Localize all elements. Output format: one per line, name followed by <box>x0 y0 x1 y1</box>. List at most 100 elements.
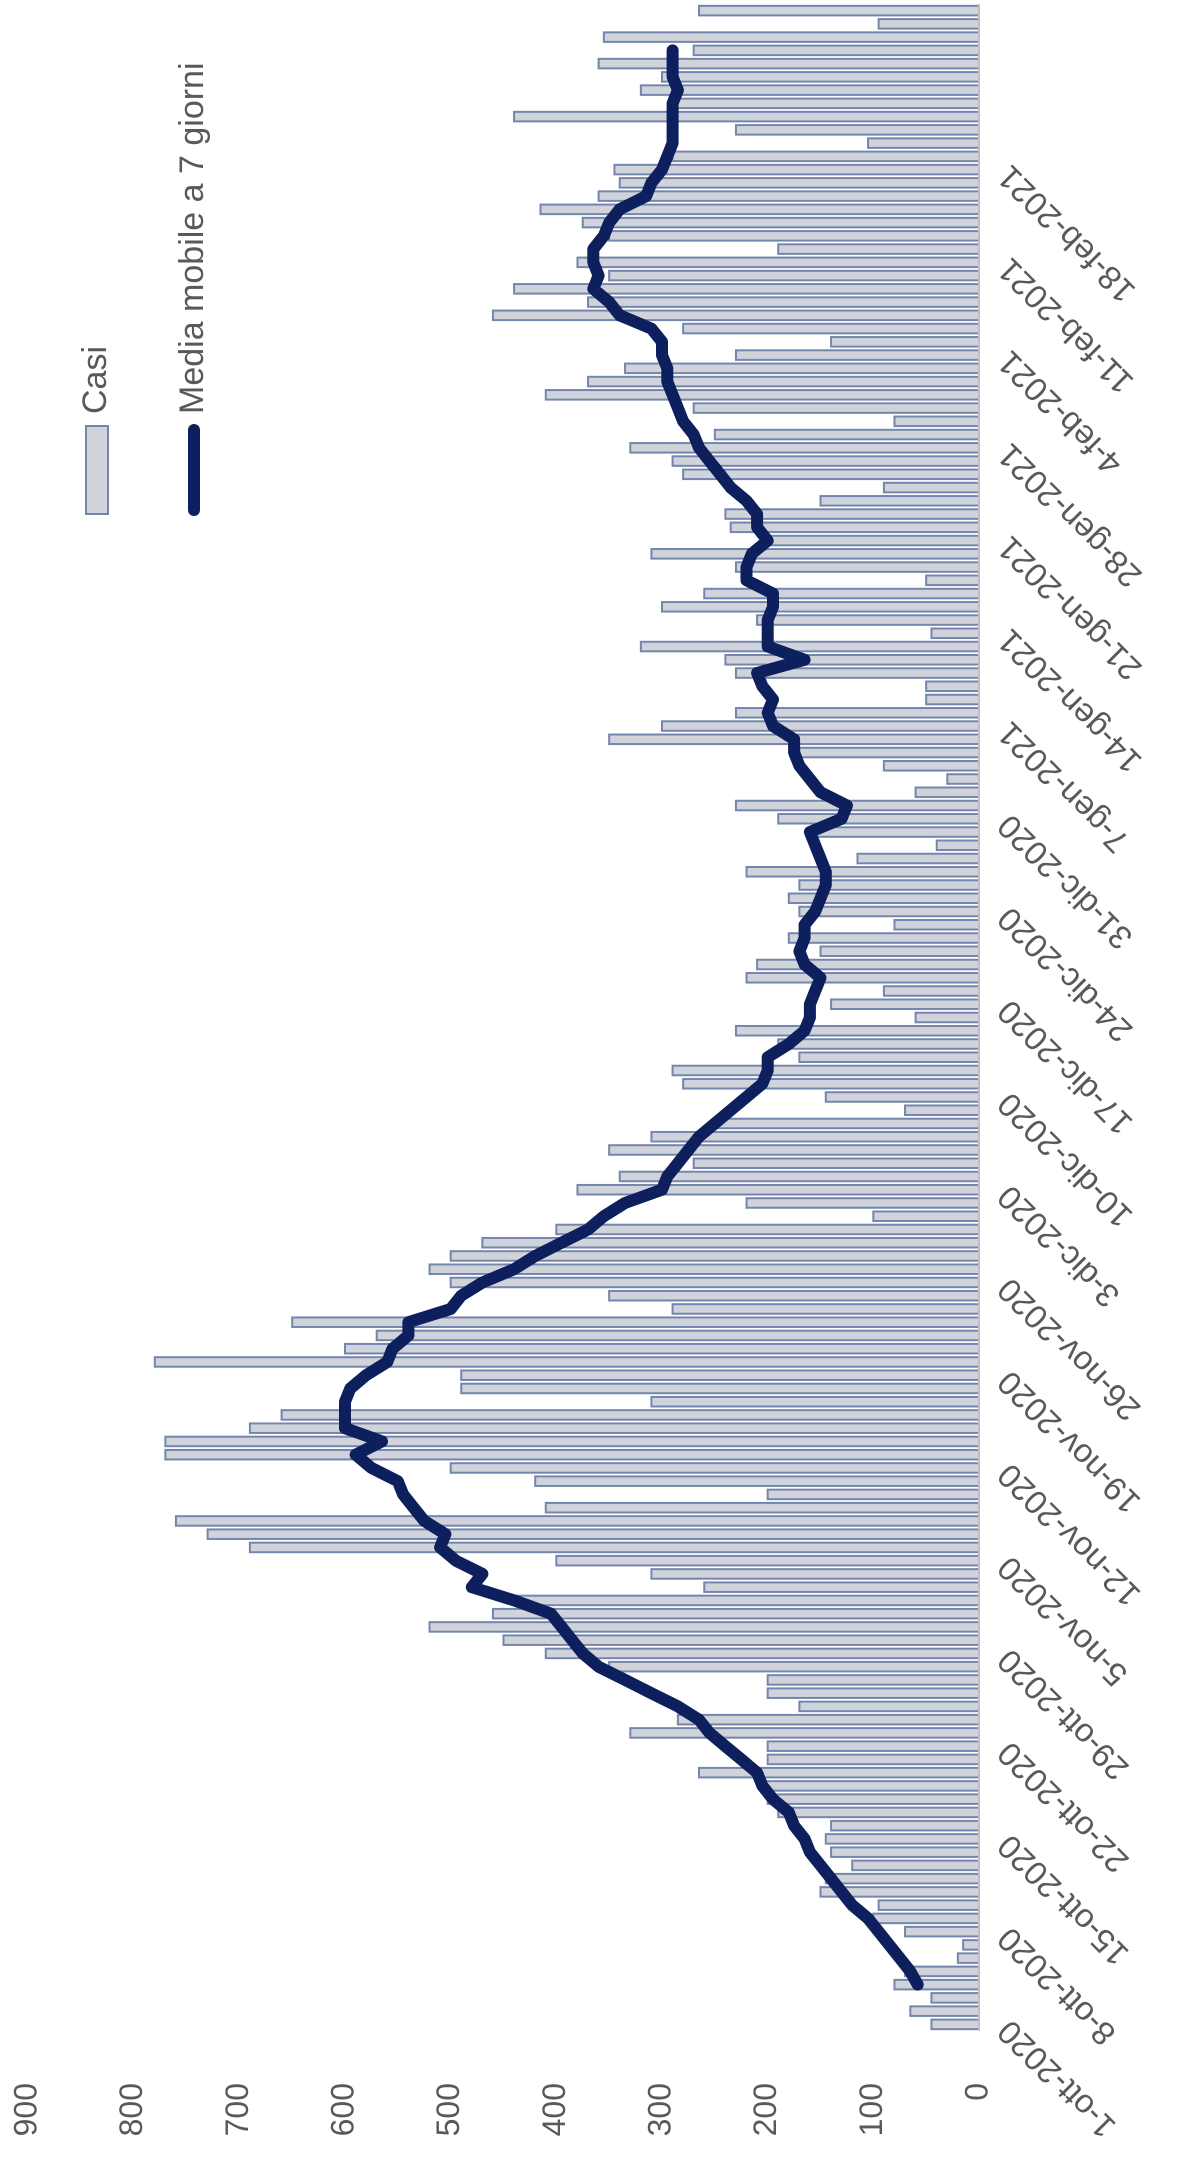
bar <box>587 375 980 388</box>
bar <box>576 256 980 269</box>
bar <box>777 243 980 255</box>
bar <box>697 1766 980 1779</box>
bar <box>729 521 981 534</box>
bar <box>745 1197 980 1209</box>
bar <box>491 309 980 322</box>
bar <box>893 1978 981 1991</box>
bar <box>819 945 980 958</box>
bar <box>460 1369 980 1381</box>
bar <box>581 216 980 229</box>
bar <box>925 574 981 587</box>
bar <box>629 442 980 454</box>
bar <box>893 918 981 931</box>
bar <box>692 402 980 414</box>
y-tick-label: 700 <box>219 2083 255 2136</box>
bar <box>925 693 981 706</box>
bar <box>734 799 981 812</box>
bar <box>830 1846 980 1858</box>
bar <box>608 230 981 242</box>
legend-label: Media mobile a 7 giorni <box>173 62 211 414</box>
bar <box>375 1329 980 1342</box>
bar <box>280 1409 981 1421</box>
bar <box>882 760 981 772</box>
bar <box>877 1899 980 1911</box>
bar <box>703 587 980 600</box>
bar <box>650 548 981 560</box>
bar <box>697 4 980 17</box>
bar <box>798 1051 980 1064</box>
bar <box>153 1356 981 1368</box>
bar <box>798 746 980 759</box>
bar <box>745 971 980 984</box>
bar <box>777 1038 980 1050</box>
bar <box>808 826 981 838</box>
bar <box>819 495 980 507</box>
y-tick-label: 600 <box>324 2083 360 2136</box>
bar <box>248 1541 980 1554</box>
bar <box>513 1594 980 1607</box>
bar <box>830 1819 980 1832</box>
bar <box>291 1316 980 1328</box>
bar <box>956 1952 980 1964</box>
bar <box>703 1581 980 1593</box>
bar <box>618 177 980 189</box>
bar <box>650 1395 981 1408</box>
bar <box>713 428 980 441</box>
bar <box>513 110 980 123</box>
bar <box>682 322 981 335</box>
y-tick-label: 500 <box>430 2083 466 2136</box>
bar <box>624 362 980 375</box>
bar <box>724 654 981 666</box>
bar <box>824 1833 980 1845</box>
bar <box>692 1157 980 1170</box>
bar <box>629 1727 980 1739</box>
bar <box>867 137 980 149</box>
bar <box>830 336 980 348</box>
bar <box>164 1435 981 1448</box>
bar <box>174 1515 980 1527</box>
bar <box>661 601 980 613</box>
bar <box>962 1939 981 1951</box>
bar <box>513 283 980 295</box>
bar <box>671 1303 980 1315</box>
y-tick-label: 100 <box>853 2083 889 2136</box>
bar <box>734 1024 981 1037</box>
moving-average-line <box>339 44 924 1991</box>
bar <box>428 1621 980 1633</box>
legend-label: Casi <box>76 346 114 414</box>
bar <box>914 786 980 799</box>
bar <box>671 1064 980 1077</box>
bar <box>766 1753 981 1766</box>
bar <box>734 124 981 136</box>
bar <box>344 1342 980 1355</box>
bar <box>534 1475 980 1487</box>
bar <box>946 773 980 785</box>
bar <box>682 1077 981 1090</box>
bar <box>930 627 981 640</box>
bar <box>734 349 981 361</box>
bar <box>756 614 980 626</box>
bar <box>877 18 980 30</box>
bar <box>539 203 980 216</box>
bar <box>830 998 980 1011</box>
bar <box>639 84 980 96</box>
bar <box>639 640 980 653</box>
bar <box>544 1501 980 1514</box>
bar <box>597 190 980 202</box>
bar <box>756 958 980 971</box>
y-tick-label: 900 <box>7 2083 43 2136</box>
bar <box>824 1091 980 1103</box>
bar <box>661 720 980 732</box>
bar <box>608 269 981 282</box>
bar <box>745 865 980 878</box>
bar <box>608 1289 981 1302</box>
bar <box>713 1117 980 1130</box>
bar <box>935 839 981 852</box>
bar <box>661 71 980 83</box>
bar <box>602 31 981 43</box>
bar <box>798 905 980 918</box>
bar <box>914 1011 980 1024</box>
bar <box>851 1859 981 1872</box>
bar <box>930 1992 981 2004</box>
